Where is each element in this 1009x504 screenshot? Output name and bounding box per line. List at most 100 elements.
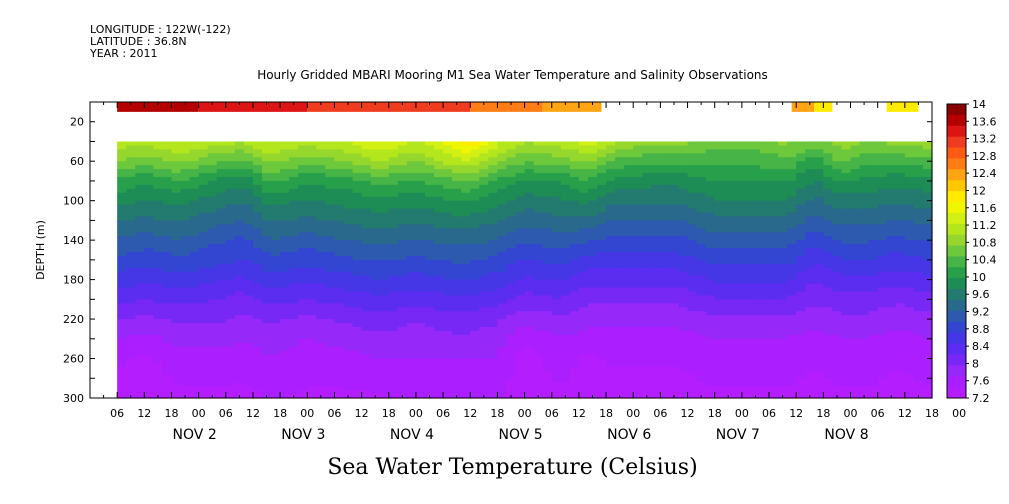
heatmap-cell bbox=[633, 303, 643, 308]
heatmap-cell bbox=[415, 212, 426, 218]
heatmap-cell bbox=[696, 157, 707, 162]
heatmap-cell bbox=[578, 350, 589, 356]
heatmap-cell bbox=[461, 350, 471, 356]
heatmap-cell bbox=[515, 279, 526, 285]
heatmap-cell bbox=[533, 228, 544, 233]
heatmap-cell bbox=[741, 271, 752, 277]
heatmap-cell bbox=[397, 307, 408, 312]
heatmap-cell bbox=[515, 208, 526, 214]
heatmap-cell bbox=[651, 350, 661, 356]
heatmap-cell bbox=[361, 390, 372, 395]
heatmap-cell bbox=[280, 346, 290, 352]
heatmap-cell bbox=[234, 212, 245, 218]
heatmap-cell bbox=[479, 192, 489, 198]
heatmap-cell bbox=[325, 334, 336, 340]
heatmap-cell bbox=[615, 184, 625, 190]
heatmap-cell bbox=[497, 330, 508, 336]
heatmap-cell bbox=[406, 386, 417, 391]
heatmap-cell bbox=[243, 145, 254, 150]
heatmap-cell bbox=[633, 173, 643, 178]
heatmap-cell bbox=[633, 342, 643, 348]
heatmap-cell bbox=[252, 212, 263, 218]
heatmap-cell bbox=[153, 232, 164, 237]
heatmap-cell bbox=[343, 192, 354, 198]
heatmap-cell bbox=[252, 228, 263, 233]
heatmap-cell bbox=[524, 346, 535, 352]
heatmap-cell bbox=[606, 251, 616, 257]
heatmap-cell bbox=[262, 184, 272, 190]
heatmap-cell bbox=[207, 378, 218, 383]
heatmap-cell bbox=[207, 362, 218, 368]
heatmap-cell bbox=[506, 334, 517, 340]
heatmap-cell bbox=[597, 267, 607, 273]
heatmap-cell bbox=[750, 279, 761, 285]
heatmap-cell bbox=[443, 267, 453, 273]
heatmap-cell bbox=[569, 295, 580, 300]
heatmap-cell bbox=[225, 263, 236, 269]
heatmap-cell bbox=[787, 350, 797, 356]
heatmap-cell bbox=[461, 236, 471, 241]
heatmap-cell bbox=[796, 248, 806, 253]
heatmap-cell bbox=[524, 390, 535, 395]
heatmap-cell bbox=[624, 271, 634, 277]
heatmap-cell bbox=[497, 295, 508, 300]
heatmap-cell bbox=[651, 212, 661, 218]
heatmap-cell bbox=[352, 275, 363, 281]
heatmap-cell bbox=[452, 323, 462, 328]
heatmap-cell bbox=[669, 374, 680, 379]
heatmap-cell bbox=[144, 354, 154, 360]
heatmap-cell bbox=[606, 291, 616, 296]
heatmap-cell bbox=[144, 180, 154, 186]
heatmap-cell bbox=[117, 291, 127, 296]
heatmap-cell bbox=[379, 338, 390, 344]
heatmap-cell bbox=[769, 244, 779, 249]
heatmap-cell bbox=[397, 251, 408, 257]
heatmap-cell bbox=[126, 319, 136, 324]
heatmap-cell bbox=[262, 161, 272, 166]
heatmap-cell bbox=[388, 358, 399, 364]
heatmap-cell bbox=[542, 362, 553, 368]
heatmap-cell bbox=[298, 350, 308, 356]
heatmap-cell bbox=[189, 390, 200, 395]
heatmap-cell bbox=[280, 303, 290, 308]
heatmap-cell bbox=[769, 323, 779, 328]
heatmap-cell bbox=[587, 334, 598, 340]
heatmap-cell bbox=[732, 267, 743, 273]
heatmap-cell bbox=[497, 188, 508, 194]
heatmap-cell bbox=[424, 244, 435, 249]
heatmap-cell bbox=[741, 251, 752, 257]
heatmap-cell bbox=[117, 350, 127, 356]
heatmap-cell bbox=[497, 362, 508, 368]
heatmap-cell bbox=[796, 311, 806, 316]
heatmap-cell bbox=[144, 173, 154, 178]
heatmap-cell bbox=[144, 374, 154, 379]
heatmap-cell bbox=[642, 354, 652, 360]
heatmap-cell bbox=[171, 220, 182, 225]
heatmap-cell bbox=[135, 196, 145, 202]
heatmap-cell bbox=[651, 173, 661, 178]
heatmap-cell bbox=[615, 244, 625, 249]
heatmap-cell bbox=[334, 145, 345, 150]
heatmap-cell bbox=[207, 244, 218, 249]
heatmap-cell bbox=[606, 169, 616, 174]
heatmap-cell bbox=[524, 338, 535, 344]
heatmap-cell bbox=[180, 279, 191, 285]
heatmap-cell bbox=[397, 149, 408, 154]
heatmap-cell bbox=[171, 232, 182, 237]
heatmap-cell bbox=[180, 228, 191, 233]
heatmap-cell bbox=[687, 259, 698, 265]
heatmap-cell bbox=[470, 165, 480, 170]
heatmap-cell bbox=[325, 224, 336, 229]
heatmap-cell bbox=[361, 279, 372, 285]
heatmap-cell bbox=[687, 390, 698, 395]
heatmap-cell bbox=[506, 267, 517, 273]
heatmap-cell bbox=[117, 161, 127, 166]
heatmap-cell bbox=[506, 295, 517, 300]
heatmap-cell bbox=[687, 204, 698, 210]
heatmap-cell bbox=[633, 200, 643, 206]
heatmap-cell bbox=[207, 323, 218, 328]
heatmap-cell bbox=[642, 350, 652, 356]
heatmap-cell bbox=[388, 287, 399, 293]
heatmap-cell bbox=[135, 255, 145, 261]
heatmap-cell bbox=[759, 196, 770, 202]
